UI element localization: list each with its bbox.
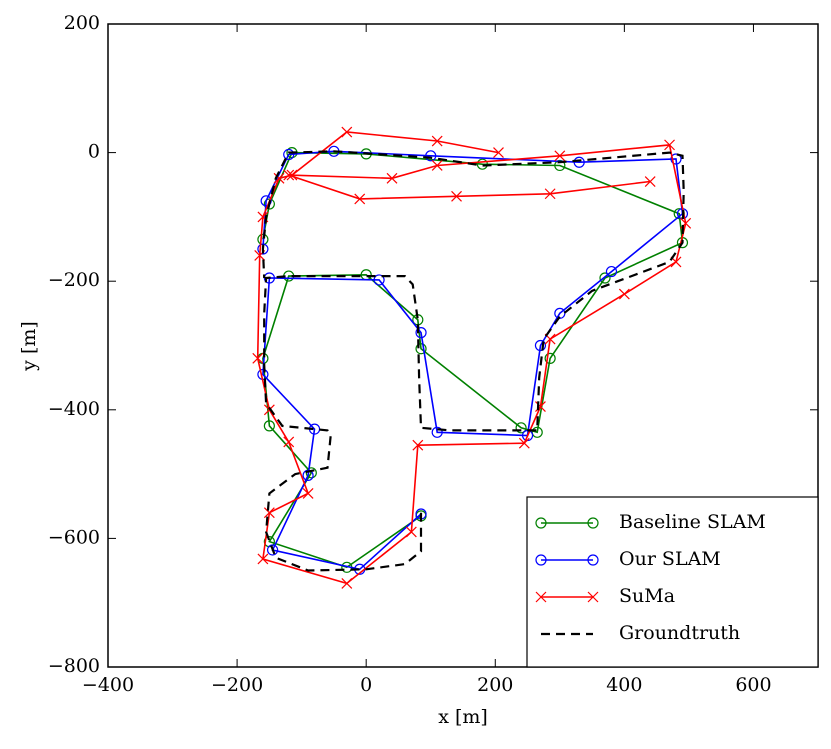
y-tick-label: −400 bbox=[48, 398, 100, 420]
marker bbox=[618, 288, 630, 300]
marker bbox=[431, 160, 443, 171]
x-tick-label: −200 bbox=[211, 674, 263, 696]
y-tick-label: −600 bbox=[48, 526, 100, 548]
marker bbox=[257, 553, 269, 565]
marker bbox=[535, 554, 547, 566]
marker bbox=[302, 487, 314, 499]
marker bbox=[431, 135, 443, 147]
marker bbox=[451, 190, 462, 202]
marker bbox=[587, 554, 599, 566]
marker bbox=[354, 193, 366, 205]
y-tick-label: −200 bbox=[48, 269, 100, 291]
legend-box bbox=[526, 496, 819, 668]
x-tick-label: 600 bbox=[735, 674, 771, 696]
marker bbox=[302, 469, 314, 481]
marker bbox=[515, 422, 527, 434]
marker bbox=[263, 420, 275, 432]
marker bbox=[554, 159, 566, 172]
y-tick-label: −800 bbox=[48, 655, 100, 677]
marker bbox=[587, 591, 599, 603]
marker bbox=[544, 188, 556, 200]
marker bbox=[664, 139, 675, 151]
legend-label: Baseline SLAM bbox=[619, 511, 766, 533]
marker bbox=[476, 158, 488, 170]
marker bbox=[573, 156, 585, 168]
x-axis-label: x [m] bbox=[438, 706, 488, 728]
marker bbox=[257, 243, 269, 255]
marker bbox=[535, 517, 547, 529]
x-tick-label: 0 bbox=[360, 674, 372, 696]
marker bbox=[554, 150, 566, 162]
x-tick-label: 400 bbox=[606, 674, 642, 696]
y-tick-label: 0 bbox=[88, 141, 100, 163]
marker bbox=[373, 274, 385, 286]
x-tick-label: −400 bbox=[82, 674, 134, 696]
legend-label: SuMa bbox=[619, 585, 675, 607]
y-axis-label: y [m] bbox=[18, 321, 40, 372]
marker bbox=[431, 426, 443, 438]
marker bbox=[283, 436, 295, 448]
x-tick-label: 200 bbox=[477, 674, 513, 696]
marker bbox=[252, 352, 264, 364]
marker bbox=[644, 176, 656, 187]
marker bbox=[587, 517, 599, 529]
marker bbox=[544, 352, 556, 364]
marker bbox=[425, 150, 437, 162]
marker bbox=[283, 169, 295, 181]
legend-label: Groundtruth bbox=[619, 622, 740, 644]
marker bbox=[283, 148, 295, 161]
marker bbox=[266, 544, 279, 556]
marker bbox=[415, 343, 427, 355]
marker bbox=[412, 439, 424, 451]
marker bbox=[670, 153, 682, 165]
marker bbox=[263, 507, 275, 519]
marker bbox=[534, 339, 547, 352]
marker bbox=[263, 198, 275, 210]
marker bbox=[535, 591, 547, 603]
marker bbox=[341, 577, 353, 589]
marker bbox=[599, 272, 611, 284]
legend-label: Our SLAM bbox=[619, 548, 721, 570]
plot-frame bbox=[107, 23, 819, 668]
marker bbox=[531, 426, 543, 438]
marker bbox=[405, 526, 417, 538]
marker bbox=[273, 172, 285, 184]
marker bbox=[286, 169, 298, 181]
marker bbox=[415, 327, 427, 339]
marker bbox=[386, 172, 398, 184]
marker bbox=[341, 126, 353, 138]
y-tick-label: 200 bbox=[64, 12, 100, 34]
marker bbox=[493, 147, 504, 159]
marker bbox=[518, 437, 530, 449]
trajectory-line bbox=[261, 150, 685, 572]
marker bbox=[605, 265, 618, 278]
